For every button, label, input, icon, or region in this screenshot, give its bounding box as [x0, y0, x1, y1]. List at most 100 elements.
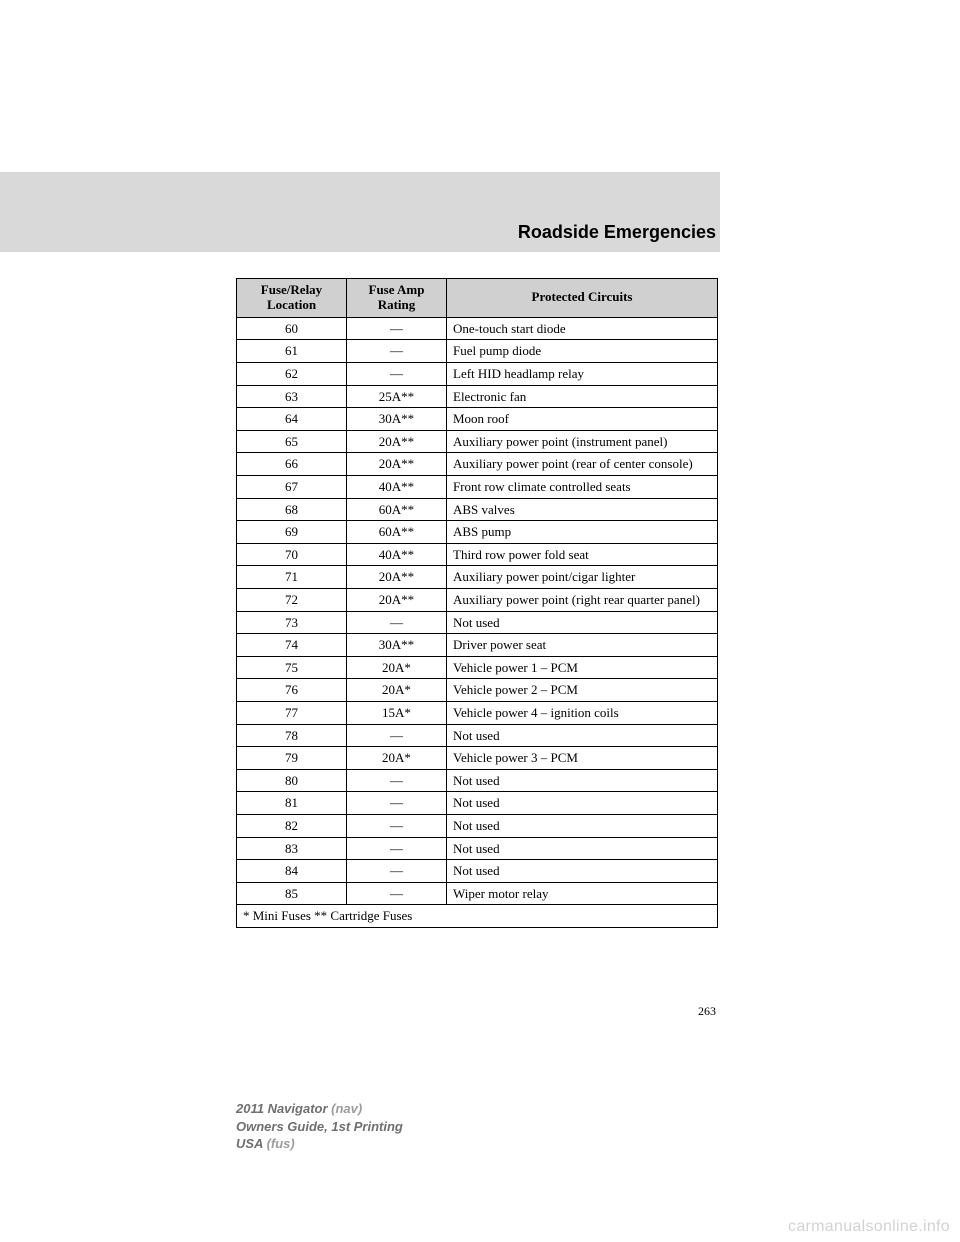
cell-location: 83: [237, 837, 347, 860]
cell-location: 80: [237, 769, 347, 792]
table-row: 6860A**ABS valves: [237, 498, 718, 521]
table-row: 84—Not used: [237, 860, 718, 883]
table-row: 7430A**Driver power seat: [237, 634, 718, 657]
cell-amp: —: [347, 837, 447, 860]
cell-location: 81: [237, 792, 347, 815]
cell-location: 71: [237, 566, 347, 589]
watermark: carmanualsonline.info: [788, 1218, 950, 1236]
cell-location: 76: [237, 679, 347, 702]
cell-circuit: Wiper motor relay: [447, 882, 718, 905]
cell-location: 64: [237, 408, 347, 431]
cell-circuit: Not used: [447, 837, 718, 860]
table-row: 7120A**Auxiliary power point/cigar light…: [237, 566, 718, 589]
table-row: 7220A**Auxiliary power point (right rear…: [237, 589, 718, 612]
cell-circuit: Vehicle power 1 – PCM: [447, 656, 718, 679]
cell-location: 68: [237, 498, 347, 521]
cell-amp: 60A**: [347, 498, 447, 521]
cell-location: 66: [237, 453, 347, 476]
cell-amp: —: [347, 769, 447, 792]
cell-amp: 40A**: [347, 476, 447, 499]
fuse-table: Fuse/RelayLocation Fuse AmpRating Protec…: [236, 278, 718, 928]
cell-location: 78: [237, 724, 347, 747]
cell-amp: 30A**: [347, 408, 447, 431]
cell-circuit: Driver power seat: [447, 634, 718, 657]
cell-circuit: Auxiliary power point (instrument panel): [447, 430, 718, 453]
cell-location: 75: [237, 656, 347, 679]
cell-circuit: Auxiliary power point (rear of center co…: [447, 453, 718, 476]
table-row: 7520A*Vehicle power 1 – PCM: [237, 656, 718, 679]
table-footnote: * Mini Fuses ** Cartridge Fuses: [237, 905, 718, 928]
cell-circuit: Left HID headlamp relay: [447, 363, 718, 386]
table-header-row: Fuse/RelayLocation Fuse AmpRating Protec…: [237, 279, 718, 318]
header-location: Fuse/RelayLocation: [237, 279, 347, 318]
cell-location: 77: [237, 701, 347, 724]
table-row: 6960A**ABS pump: [237, 521, 718, 544]
footer: 2011 Navigator (nav) Owners Guide, 1st P…: [236, 1100, 403, 1153]
cell-circuit: Not used: [447, 769, 718, 792]
header-amp-rating: Fuse AmpRating: [347, 279, 447, 318]
cell-amp: 30A**: [347, 634, 447, 657]
cell-circuit: Not used: [447, 724, 718, 747]
table-row: 73—Not used: [237, 611, 718, 634]
cell-amp: 20A*: [347, 747, 447, 770]
table-row: 6430A**Moon roof: [237, 408, 718, 431]
table-row: 6620A**Auxiliary power point (rear of ce…: [237, 453, 718, 476]
footer-region-code: (fus): [267, 1136, 295, 1151]
header-protected-circuits: Protected Circuits: [447, 279, 718, 318]
table-row: 7620A*Vehicle power 2 – PCM: [237, 679, 718, 702]
cell-amp: —: [347, 340, 447, 363]
table-row: 7715A*Vehicle power 4 – ignition coils: [237, 701, 718, 724]
cell-amp: 20A**: [347, 589, 447, 612]
table-row: 6325A**Electronic fan: [237, 385, 718, 408]
section-title: Roadside Emergencies: [518, 222, 716, 243]
cell-amp: —: [347, 317, 447, 340]
cell-amp: 25A**: [347, 385, 447, 408]
cell-location: 79: [237, 747, 347, 770]
cell-amp: 15A*: [347, 701, 447, 724]
table-row: 61—Fuel pump diode: [237, 340, 718, 363]
table-row: 80—Not used: [237, 769, 718, 792]
cell-location: 60: [237, 317, 347, 340]
cell-circuit: Auxiliary power point (right rear quarte…: [447, 589, 718, 612]
cell-circuit: One-touch start diode: [447, 317, 718, 340]
cell-amp: 40A**: [347, 543, 447, 566]
cell-circuit: Not used: [447, 792, 718, 815]
cell-circuit: ABS pump: [447, 521, 718, 544]
cell-location: 63: [237, 385, 347, 408]
table-footnote-row: * Mini Fuses ** Cartridge Fuses: [237, 905, 718, 928]
cell-amp: —: [347, 860, 447, 883]
cell-amp: —: [347, 363, 447, 386]
cell-amp: 60A**: [347, 521, 447, 544]
table-row: 83—Not used: [237, 837, 718, 860]
cell-circuit: Front row climate controlled seats: [447, 476, 718, 499]
table-row: 82—Not used: [237, 814, 718, 837]
table-row: 7920A*Vehicle power 3 – PCM: [237, 747, 718, 770]
cell-circuit: Vehicle power 4 – ignition coils: [447, 701, 718, 724]
table-row: 7040A**Third row power fold seat: [237, 543, 718, 566]
table-row: 81—Not used: [237, 792, 718, 815]
cell-location: 73: [237, 611, 347, 634]
cell-circuit: Auxiliary power point/cigar lighter: [447, 566, 718, 589]
cell-amp: 20A*: [347, 656, 447, 679]
cell-location: 85: [237, 882, 347, 905]
table-row: 60—One-touch start diode: [237, 317, 718, 340]
cell-location: 82: [237, 814, 347, 837]
cell-amp: —: [347, 814, 447, 837]
cell-amp: 20A**: [347, 430, 447, 453]
table-row: 62—Left HID headlamp relay: [237, 363, 718, 386]
table-row: 78—Not used: [237, 724, 718, 747]
cell-location: 74: [237, 634, 347, 657]
table-row: 6740A**Front row climate controlled seat…: [237, 476, 718, 499]
cell-circuit: Third row power fold seat: [447, 543, 718, 566]
footer-model: 2011 Navigator: [236, 1101, 331, 1116]
cell-circuit: Electronic fan: [447, 385, 718, 408]
cell-circuit: Not used: [447, 814, 718, 837]
cell-circuit: ABS valves: [447, 498, 718, 521]
cell-location: 84: [237, 860, 347, 883]
cell-circuit: Vehicle power 2 – PCM: [447, 679, 718, 702]
cell-amp: 20A**: [347, 566, 447, 589]
cell-circuit: Vehicle power 3 – PCM: [447, 747, 718, 770]
cell-location: 67: [237, 476, 347, 499]
table-row: 85—Wiper motor relay: [237, 882, 718, 905]
footer-region: USA: [236, 1136, 267, 1151]
